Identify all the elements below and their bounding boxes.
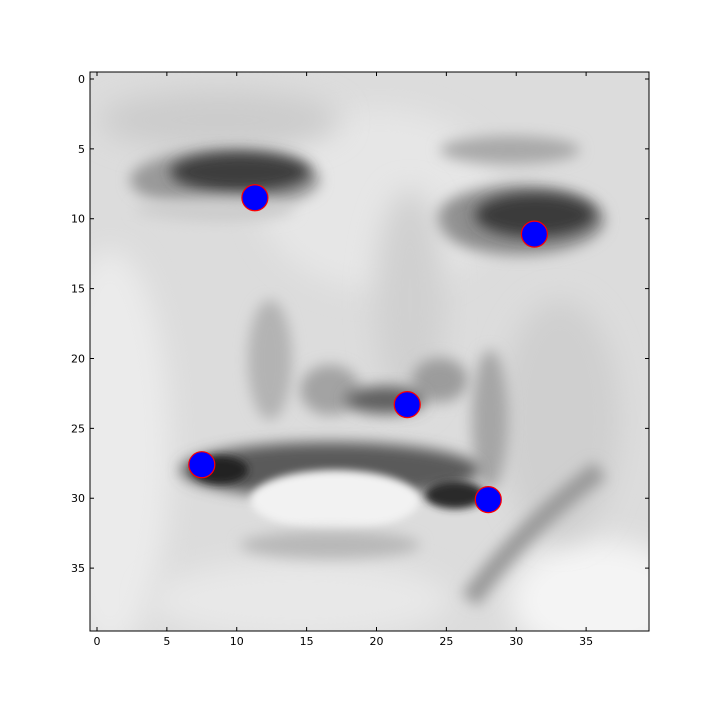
plot-frame — [89, 71, 650, 632]
keypoint-marker — [474, 486, 502, 514]
x-tick-label: 10 — [230, 635, 244, 648]
y-tick-label: 0 — [78, 73, 85, 86]
y-tick-label: 25 — [71, 422, 85, 435]
x-tick-label: 20 — [369, 635, 383, 648]
y-tick-label: 5 — [78, 143, 85, 156]
keypoint-marker — [188, 451, 216, 479]
keypoint-marker — [520, 220, 549, 248]
x-axis-ticks: 0 5 10 15 20 25 30 35 — [93, 72, 593, 648]
x-tick-label: 30 — [509, 635, 523, 648]
y-tick-label: 10 — [71, 213, 85, 226]
x-tick-label: 0 — [93, 635, 100, 648]
keypoint-marker — [393, 391, 421, 419]
x-tick-label: 15 — [300, 635, 314, 648]
face-image — [90, 72, 649, 631]
y-tick-label: 30 — [71, 492, 85, 505]
marker-layer — [188, 184, 549, 514]
y-tick-label: 15 — [71, 283, 85, 296]
keypoint-marker — [241, 184, 269, 212]
y-tick-label: 35 — [71, 562, 85, 575]
x-tick-label: 25 — [439, 635, 453, 648]
x-tick-label: 35 — [579, 635, 593, 648]
y-tick-label: 20 — [71, 352, 85, 365]
y-axis-ticks: 0 5 10 15 20 25 30 35 — [71, 73, 649, 575]
x-tick-label: 5 — [163, 635, 170, 648]
